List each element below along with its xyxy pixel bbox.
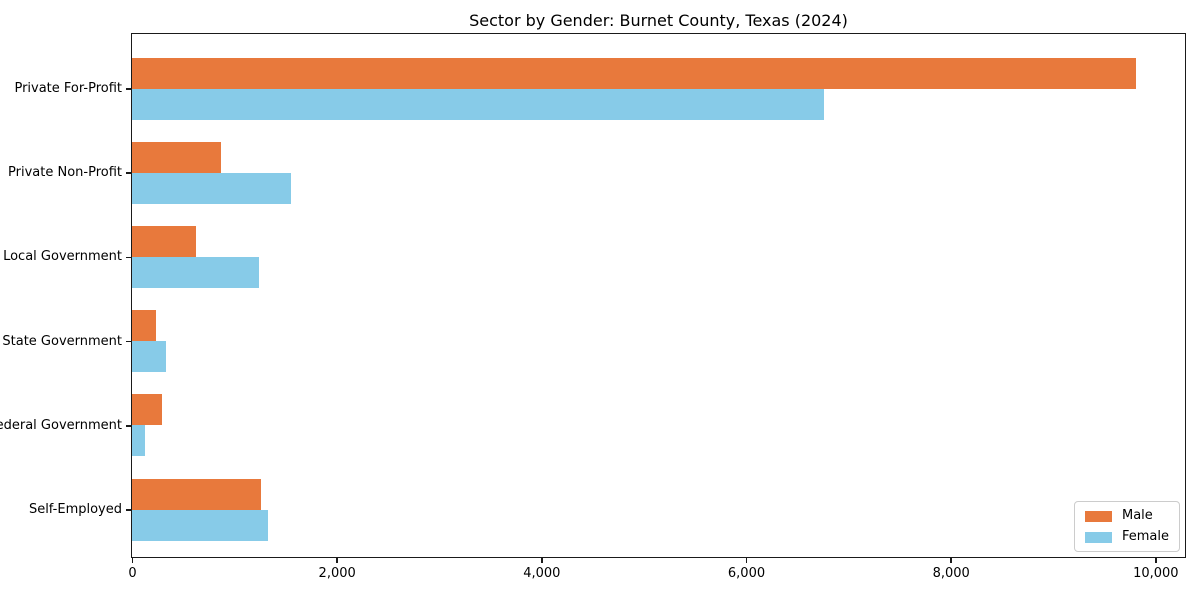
bar-male-self-employed xyxy=(132,478,261,510)
legend-label-male: Male xyxy=(1121,508,1153,523)
y-axis-label-state-government: State Government xyxy=(2,333,122,349)
x-axis-label-8-000: 8,000 xyxy=(932,566,970,581)
x-axis-label-4-000: 4,000 xyxy=(523,566,561,581)
legend-swatch-female xyxy=(1084,531,1112,543)
y-tick-self-employed xyxy=(126,509,131,511)
bar-female-self-employed xyxy=(132,509,268,541)
plot-area: Male Female xyxy=(131,33,1186,558)
legend-label-female: Female xyxy=(1121,529,1169,544)
legend-item-male: Male xyxy=(1084,508,1169,523)
x-axis-label-6-000: 6,000 xyxy=(727,566,766,581)
legend-item-female: Female xyxy=(1084,529,1169,544)
bar-female-private-non-profit xyxy=(132,172,291,204)
y-axis-label-self-employed: Self-Employed xyxy=(28,502,122,517)
bar-female-private-for-profit xyxy=(132,88,824,120)
bar-male-local-government xyxy=(132,225,197,257)
y-tick-private-for-profit xyxy=(126,88,131,90)
y-tick-state-government xyxy=(126,340,131,343)
bar-male-federal-government xyxy=(132,394,162,426)
y-tick-federal-government xyxy=(126,425,131,427)
legend: Male Female xyxy=(1073,501,1180,552)
legend-swatch-male xyxy=(1084,510,1112,522)
x-tick-8-000 xyxy=(950,558,952,563)
x-tick-10-000 xyxy=(1155,558,1157,563)
bar-male-private-non-profit xyxy=(132,141,222,173)
bar-female-local-government xyxy=(132,256,260,288)
x-axis-label-0: 0 xyxy=(128,566,137,581)
y-tick-private-non-profit xyxy=(126,172,131,174)
x-tick-2-000 xyxy=(336,558,338,563)
y-axis-label-local-government: Local Government xyxy=(3,249,122,265)
bar-male-state-government xyxy=(132,310,156,342)
bar-female-federal-government xyxy=(132,425,146,457)
y-tick-local-government xyxy=(126,256,131,259)
x-tick-6-000 xyxy=(745,558,748,563)
y-axis-label-private-non-profit: Private Non-Profit xyxy=(8,165,122,181)
chart-title: Sector by Gender: Burnet County, Texas (… xyxy=(469,11,848,30)
bar-male-private-for-profit xyxy=(132,57,1136,89)
y-axis-label-federal-government: Federal Government xyxy=(0,417,122,433)
x-axis-label-2-000: 2,000 xyxy=(318,566,356,581)
x-axis-label-10-000: 10,000 xyxy=(1133,566,1179,581)
y-axis-label-private-for-profit: Private For-Profit xyxy=(14,81,122,96)
x-tick-0 xyxy=(131,558,134,563)
bar-female-state-government xyxy=(132,341,166,373)
x-tick-4-000 xyxy=(541,558,543,563)
